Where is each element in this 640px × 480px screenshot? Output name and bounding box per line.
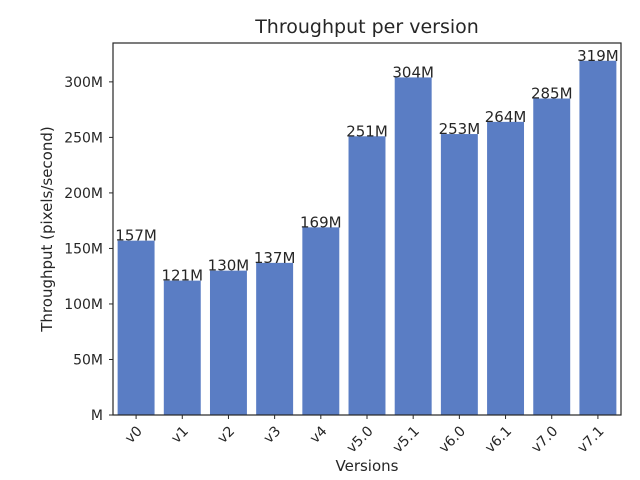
bar-v4 <box>302 227 340 415</box>
y-axis-ticks: M 50M 100M 150M 200M 250M 300M <box>64 75 113 424</box>
data-label-v7.1: 319M <box>577 47 619 65</box>
y-tick-label: 100M <box>64 297 103 313</box>
y-tick-label: 250M <box>64 130 103 146</box>
x-tick-label: v2 <box>215 423 238 446</box>
bar-v3 <box>256 262 294 415</box>
y-tick-label: 50M <box>73 352 103 368</box>
bar-v6.0 <box>440 134 478 416</box>
x-tick-label: v4 <box>307 423 331 447</box>
bar-v5.1 <box>394 77 432 415</box>
chart-title: Throughput per version <box>254 16 479 38</box>
data-label-v5.0: 251M <box>346 122 388 140</box>
x-tick-label: v7.0 <box>528 423 561 456</box>
plot-frame <box>112 42 622 416</box>
x-tick-label: v1 <box>168 423 191 446</box>
y-axis-label: Throughput (pixels/second) <box>38 126 56 332</box>
data-label-v5.1: 304M <box>392 63 434 81</box>
bar-v7.0 <box>533 98 571 415</box>
data-label-v2: 130M <box>208 257 250 275</box>
x-tick-label: v5.1 <box>390 423 423 456</box>
y-tick-label: M <box>91 408 103 424</box>
data-label-v0: 157M <box>115 227 157 245</box>
x-axis-ticks: v0 v1 v2 v3 v4 v5.0 v5.1 v6.0 v6.1 v7.0 v7.1 <box>122 415 608 456</box>
x-tick-label: v3 <box>261 423 284 446</box>
data-label-v7.0: 285M <box>531 85 573 103</box>
data-label-v4: 169M <box>300 213 342 231</box>
y-tick-label: 200M <box>64 186 103 202</box>
bars-group <box>117 60 617 416</box>
bar-v7.1 <box>579 60 617 416</box>
bar-v1 <box>163 280 201 415</box>
data-label-v6.1: 264M <box>485 108 527 126</box>
bar-v6.1 <box>487 121 525 415</box>
x-tick-label: v6.0 <box>436 423 469 456</box>
y-tick-label: 150M <box>64 241 103 257</box>
data-label-v3: 137M <box>254 249 296 267</box>
x-tick-label: v5.0 <box>344 423 377 456</box>
data-label-v1: 121M <box>161 267 203 285</box>
y-tick-label: 300M <box>64 75 103 91</box>
x-tick-label: v6.1 <box>482 423 515 456</box>
x-tick-label: v7.1 <box>575 423 608 456</box>
x-tick-label: v0 <box>122 423 145 446</box>
bar-v5.0 <box>348 136 386 415</box>
bar-v2 <box>209 270 247 415</box>
bar-v0 <box>117 240 155 415</box>
x-axis-label: Versions <box>336 457 399 475</box>
data-label-v6.0: 253M <box>439 120 481 138</box>
